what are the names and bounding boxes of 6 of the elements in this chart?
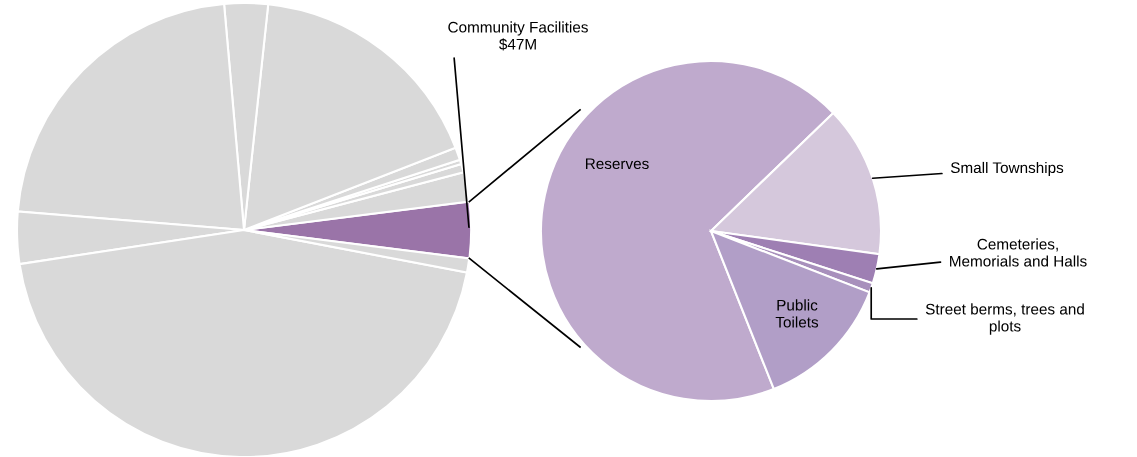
slice-label: Small Townships: [950, 161, 1064, 177]
slice-label: Community Facilities $47M: [448, 21, 588, 51]
slice-label: Cemeteries, Memorials and Halls: [950, 238, 1087, 267]
slice-label: Public Toilets: [775, 299, 819, 328]
slice-label: Reserves: [585, 158, 649, 170]
slice-label: Street berms, trees and plots: [925, 303, 1084, 335]
